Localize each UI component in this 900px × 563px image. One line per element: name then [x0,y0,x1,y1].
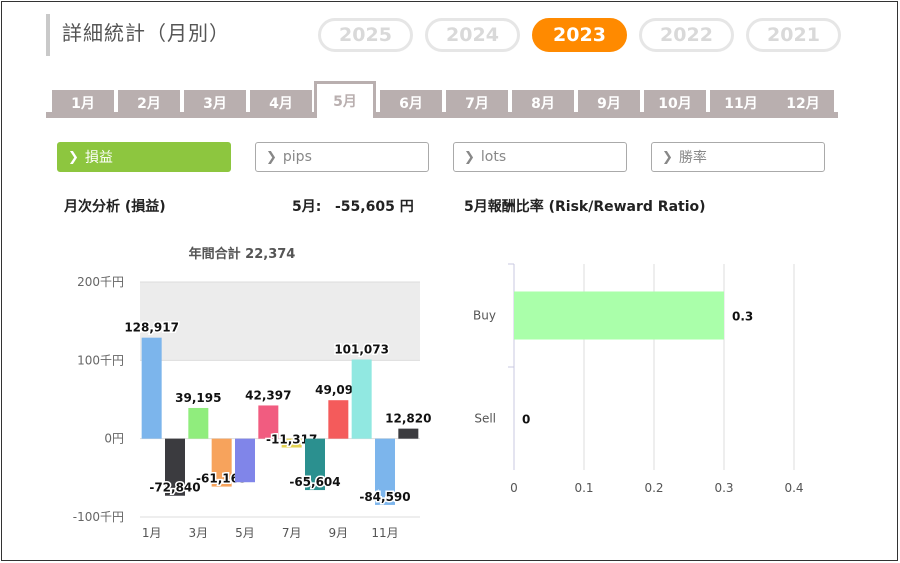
bar-month-5[interactable] [235,438,255,483]
month-result-label: 5月: [292,199,322,215]
x-tick-label: 9月 [329,526,349,540]
x-tick-label: 11月 [371,526,398,540]
x-tick-label: 0.3 [714,481,733,495]
year-selector: 2025 2024 2023 2022 2021 [318,18,841,52]
bar-month-12[interactable] [398,428,419,439]
bar-data-label: 49,097 [315,383,361,397]
category-label: Buy [473,309,496,323]
bar-month-8[interactable] [305,438,325,491]
bar-month-7[interactable] [281,438,302,448]
bar-data-label: 12,820 [385,412,431,426]
bar-month-3[interactable] [188,407,209,439]
tab-month-9[interactable]: 9月 [578,90,640,116]
bar-buy[interactable] [514,291,724,340]
risk-reward-chart: 0 0.1 0.2 0.3 0.4 Buy 0.3 Sell 0 [473,263,804,495]
metric-button-lots[interactable]: ❯ lots [453,142,627,172]
monthly-profit-chart: 200千円 100千円 0円 -100千円 128,917 -72,840 39,195 -6… [73,246,433,540]
bar-data-label: 128,917 [124,321,179,335]
chevron-right-icon: ❯ [266,149,277,165]
y-tick-label: 100千円 [77,353,124,367]
bar-data-label: 101,073 [334,342,389,356]
tab-month-8[interactable]: 8月 [512,90,574,116]
tab-month-4[interactable]: 4月 [250,90,312,116]
metric-button-profit[interactable]: ❯ 損益 [57,142,231,172]
x-tick-label: 0.2 [644,481,663,495]
tab-month-11[interactable]: 11月 [710,90,772,116]
bar-data-label: 39,195 [175,391,221,405]
metric-button-pips[interactable]: ❯ pips [255,142,429,172]
year-button-2025[interactable]: 2025 [318,18,413,52]
metric-label: lots [480,149,507,165]
page-title: 詳細統計（月別） [62,21,230,45]
year-button-2021[interactable]: 2021 [746,18,841,52]
x-tick-label: 0.4 [784,481,803,495]
bar-data-label: -72,840 [149,481,200,495]
metric-button-winrate[interactable]: ❯ 勝率 [651,142,825,172]
tab-month-6[interactable]: 6月 [380,90,442,116]
annual-total-label: 年間合計 22,374 [189,246,296,262]
bar-value-label: 0.3 [732,310,753,324]
month-tabs-underline [46,112,838,118]
plot-band [140,282,420,361]
bar-month-9[interactable] [328,400,349,439]
tab-month-12[interactable]: 12月 [772,90,834,116]
tab-month-2[interactable]: 2月 [118,90,180,116]
tab-month-1[interactable]: 1月 [52,90,114,116]
bar-value-label: 0 [522,413,530,427]
metric-label: 勝率 [678,150,707,166]
y-tick-label: 0円 [104,432,124,446]
year-button-2023[interactable]: 2023 [532,18,627,52]
y-tick-label: -100千円 [73,510,124,524]
year-button-2024[interactable]: 2024 [425,18,520,52]
chevron-right-icon: ❯ [68,149,79,165]
tab-month-7[interactable]: 7月 [446,90,508,116]
bar-data-label: -65,604 [289,475,340,489]
bar-month-1[interactable] [141,337,162,439]
ratio-title: 5月報酬比率 (Risk/Reward Ratio) [464,199,706,215]
bar-month-6[interactable] [258,405,279,439]
y-tick-label: 200千円 [77,275,124,289]
chevron-right-icon: ❯ [464,149,475,165]
tab-month-3[interactable]: 3月 [184,90,246,116]
metric-label: 損益 [84,150,113,166]
tab-month-5[interactable]: 5月 [314,81,376,118]
x-tick-label: 7月 [282,526,302,540]
tab-month-10[interactable]: 10月 [644,90,706,116]
bar-month-2[interactable] [165,438,185,496]
title-block: 詳細統計（月別） [46,14,230,56]
category-label: Sell [474,412,496,426]
month-result-value: -55,605 円 [335,199,414,215]
chevron-right-icon: ❯ [662,149,673,165]
bar-month-11[interactable] [375,438,395,505]
x-tick-label: 0 [510,481,518,495]
x-tick-label: 1月 [142,526,162,540]
bar-month-10[interactable] [351,359,372,439]
month-tabs: 1月 2月 3月 4月 5月 6月 7月 8月 9月 10月 11月 12月 [46,78,838,118]
metric-label: pips [282,149,312,165]
bar-data-label: 42,397 [245,388,291,402]
x-tick-label: 5月 [235,526,255,540]
x-tick-label: 0.1 [574,481,593,495]
bar-data-label: -84,590 [359,490,410,504]
monthly-analysis-label: 月次分析 (損益) [64,199,166,215]
x-tick-label: 3月 [189,526,209,540]
year-button-2022[interactable]: 2022 [639,18,734,52]
bar-month-4[interactable] [211,438,232,487]
